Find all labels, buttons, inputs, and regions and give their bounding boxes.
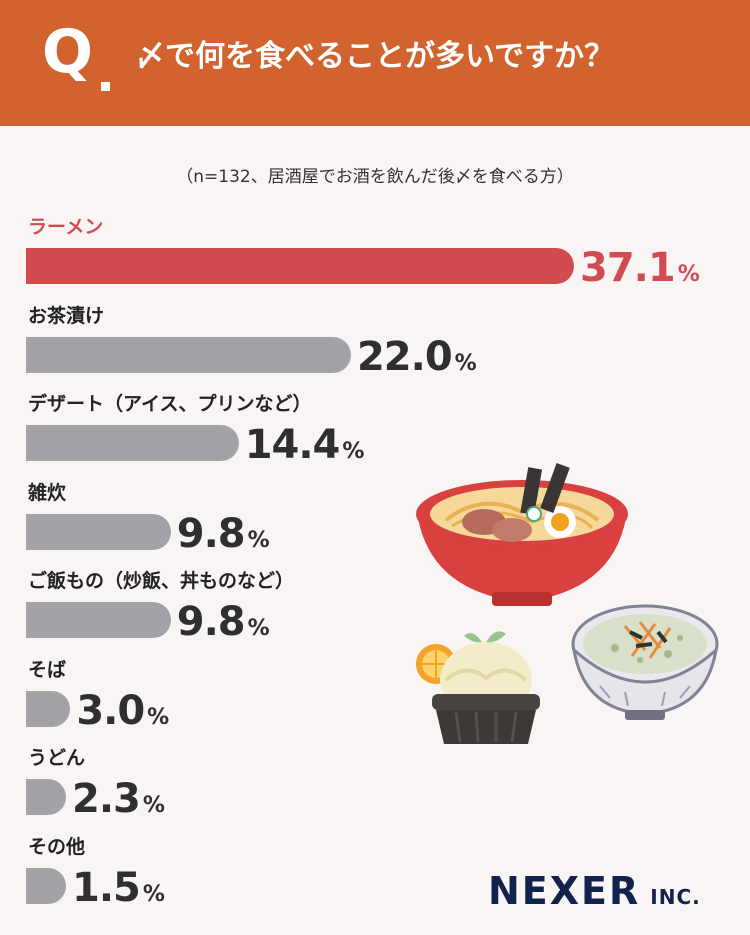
bar: [26, 425, 239, 461]
bar: [26, 602, 171, 638]
bar: [26, 248, 574, 284]
ochazuke-bowl-icon: [571, 604, 719, 720]
dessert-cup-icon: [416, 631, 540, 744]
value-number: 3.0: [76, 687, 145, 734]
logo-name: NEXER: [488, 869, 641, 913]
category-label: お茶漬け: [28, 304, 105, 327]
bar: [26, 513, 171, 550]
bar: [26, 867, 66, 904]
value-unit: %: [677, 262, 700, 287]
value-number: 9.8: [176, 510, 246, 557]
value-number: 9.8: [176, 599, 246, 645]
value-label: 2.3%: [72, 779, 165, 819]
value-unit: %: [247, 527, 270, 553]
sample-note: （n=132、居酒屋でお酒を飲んだ後〆を食べる方）: [176, 167, 574, 187]
category-label: その他: [28, 835, 86, 858]
category-label: ご飯もの（炒飯、丼ものなど）: [28, 570, 295, 592]
logo-suffix: INC.: [650, 885, 701, 909]
value-unit: %: [247, 616, 270, 641]
q-dot: [101, 82, 110, 91]
nexer-logo: NEXER INC.: [488, 872, 701, 910]
value-number: 22.0: [356, 333, 453, 380]
value-label: 1.5%: [72, 868, 165, 908]
value-label: 37.1%: [580, 248, 700, 288]
value-number: 14.4: [244, 422, 341, 468]
category-label: ラーメン: [28, 216, 104, 238]
question-title: 〆で何を食べることが多いですか？: [135, 39, 615, 74]
category-label: そば: [28, 658, 67, 681]
category-label: 雑炊: [28, 481, 67, 504]
value-unit: %: [454, 350, 477, 376]
header-banner: Q 〆で何を食べることが多いですか？: [0, 0, 750, 126]
value-unit: %: [147, 704, 170, 730]
bar: [26, 336, 351, 373]
value-label: 3.0%: [76, 691, 169, 731]
ramen-bowl-icon: [416, 463, 628, 606]
category-label: うどん: [28, 747, 86, 769]
value-label: 9.8%: [177, 602, 270, 642]
value-label: 14.4%: [245, 425, 365, 465]
value-label: 22.0%: [357, 337, 477, 377]
category-label: デザート（アイス、プリンなど）: [28, 393, 312, 415]
value-label: 9.8%: [177, 514, 270, 554]
value-number: 2.3: [72, 776, 141, 822]
bar: [26, 779, 66, 815]
value-number: 37.1: [580, 245, 676, 291]
q-mark: Q: [42, 17, 94, 87]
value-unit: %: [342, 439, 365, 464]
value-number: 1.5: [72, 864, 141, 911]
value-unit: %: [142, 881, 165, 907]
bar: [26, 690, 71, 727]
value-unit: %: [142, 793, 165, 818]
